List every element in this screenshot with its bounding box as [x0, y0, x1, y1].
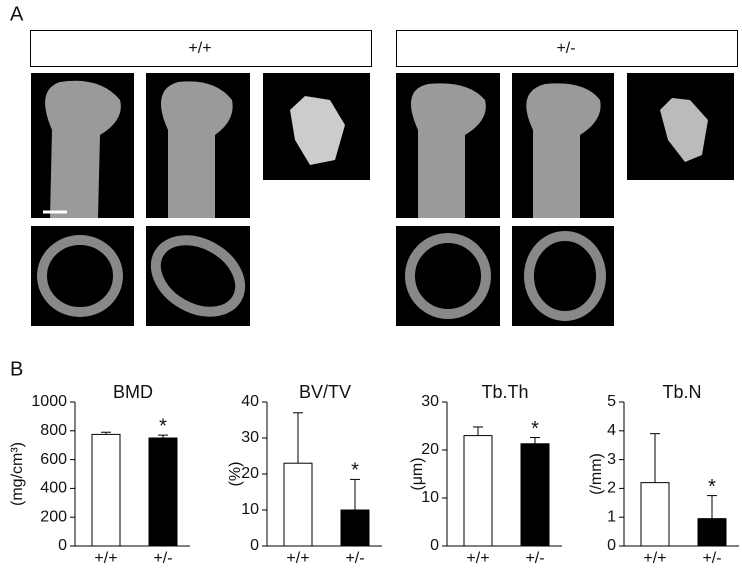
y-tick-label: 800 [40, 422, 67, 439]
x-tick-label: +/- [702, 550, 721, 567]
bar [283, 462, 313, 547]
x-tick-label: +/+ [466, 550, 489, 567]
y-tick-label: 600 [40, 451, 67, 468]
y-tick-label: 10 [421, 489, 439, 506]
group-header: +/- [556, 40, 575, 57]
bar [91, 433, 121, 547]
y-axis-label: (/mm) [588, 453, 605, 495]
y-axis-label: (μm) [409, 457, 426, 490]
chart-title: Tb.N [662, 382, 701, 402]
panel-label: B [10, 358, 23, 380]
y-tick-label: 1000 [31, 393, 67, 410]
y-tick-label: 20 [241, 465, 259, 482]
y-tick-label: 30 [241, 429, 259, 446]
y-axis-label: (mg/cm³) [9, 442, 26, 506]
y-tick-label: 3 [607, 451, 616, 468]
x-tick-label: +/+ [286, 550, 309, 567]
significance: * [708, 476, 716, 498]
significance: * [351, 460, 359, 482]
y-tick-label: 400 [40, 480, 67, 497]
panel-label: A [10, 3, 24, 25]
y-tick-label: 0 [607, 537, 616, 554]
y-tick-label: 0 [58, 537, 67, 554]
chart-title: BV/TV [299, 382, 351, 402]
bar [148, 437, 178, 547]
bar [340, 509, 370, 547]
x-tick-label: +/+ [643, 550, 666, 567]
y-tick-label: 1 [607, 508, 616, 525]
y-tick-label: 2 [607, 480, 616, 497]
bar [640, 482, 670, 547]
y-tick-label: 0 [250, 537, 259, 554]
y-tick-label: 5 [607, 393, 616, 410]
y-axis-label: (%) [227, 462, 244, 487]
y-tick-label: 30 [421, 393, 439, 410]
chart-title: Tb.Th [481, 382, 528, 402]
x-tick-label: +/+ [94, 550, 117, 567]
group-box [30, 30, 372, 67]
y-tick-label: 40 [241, 393, 259, 410]
bar [520, 443, 550, 547]
group-box [396, 30, 738, 67]
significance: * [531, 418, 539, 440]
bar [463, 435, 493, 547]
x-tick-label: +/- [345, 550, 364, 567]
y-tick-label: 200 [40, 508, 67, 525]
bar [697, 518, 727, 547]
x-tick-label: +/- [153, 550, 172, 567]
chart-title: BMD [113, 382, 153, 402]
significance: * [159, 415, 167, 437]
x-tick-label: +/- [525, 550, 544, 567]
y-tick-label: 20 [421, 441, 439, 458]
ct-images [31, 73, 734, 326]
group-header: +/+ [188, 40, 211, 57]
y-tick-label: 10 [241, 501, 259, 518]
y-tick-label: 4 [607, 422, 616, 439]
y-tick-label: 0 [430, 537, 439, 554]
